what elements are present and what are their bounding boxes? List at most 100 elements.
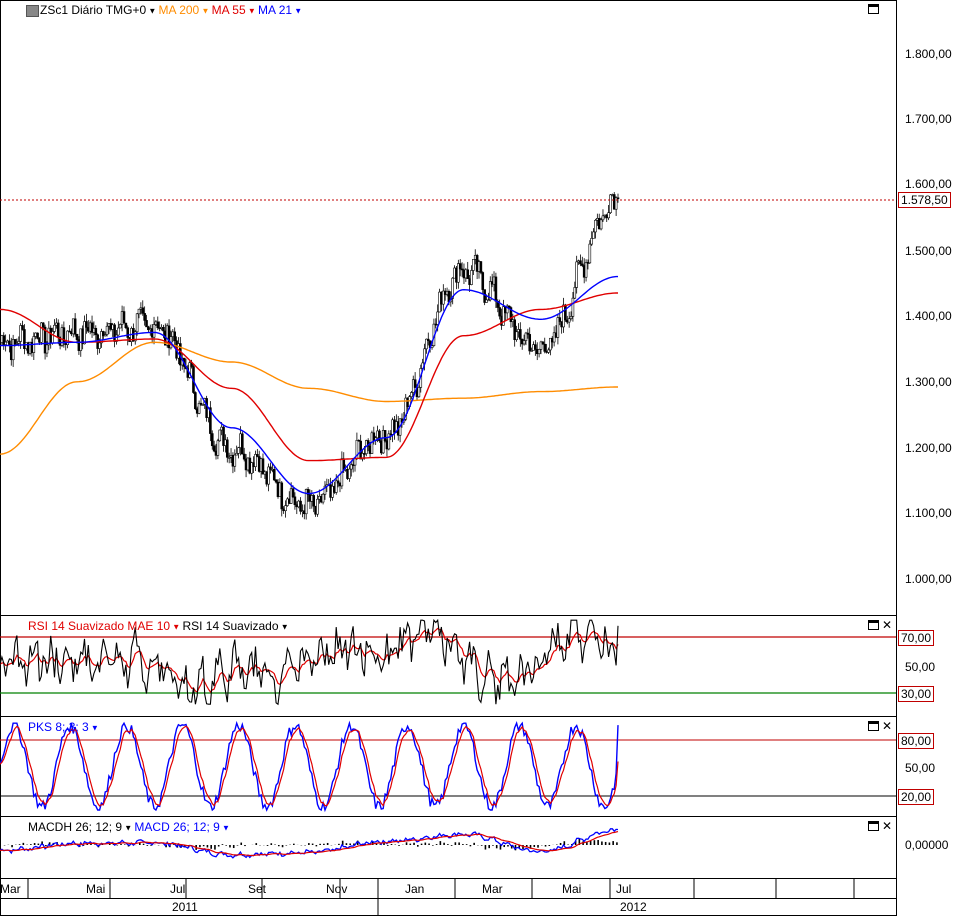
close-icon[interactable]: ✕: [882, 618, 893, 632]
macd-hist-bar: [315, 845, 318, 847]
macd-hist-bar: [529, 845, 532, 849]
macd-hist-bar: [285, 845, 288, 846]
rsi-mae-label[interactable]: RSI 14 Suavizado MAE 10: [28, 619, 171, 633]
macd-hist-bar: [375, 843, 378, 845]
candle-body: [250, 462, 254, 474]
macd-hist-bar: [67, 843, 70, 845]
macd-hist-bar: [244, 845, 246, 847]
dropdown-arrow-icon[interactable]: ▼: [292, 6, 303, 16]
dropdown-arrow-icon[interactable]: ▼: [278, 622, 289, 632]
candle-body: [162, 327, 165, 332]
candle-body: [15, 343, 19, 345]
candle-body: [267, 466, 270, 485]
pks-20-badge: 20,00: [898, 789, 935, 805]
maximize-icon[interactable]: [868, 721, 879, 731]
candle-body: [457, 263, 460, 283]
candle-body: [616, 197, 620, 200]
candle-body: [541, 341, 545, 345]
maximize-icon[interactable]: [868, 4, 879, 14]
macd-hist-bar: [30, 844, 32, 845]
candle-body: [312, 495, 315, 507]
macd-hist-bar: [214, 845, 216, 850]
candle-body: [410, 392, 413, 398]
macdh-label[interactable]: MACDH 26; 12; 9: [28, 820, 123, 834]
close-icon[interactable]: ✕: [882, 819, 893, 833]
candle-body: [17, 341, 21, 344]
x-month-label: Mai: [86, 882, 106, 896]
macd-hist-bar: [229, 845, 231, 848]
dropdown-arrow-icon[interactable]: ▼: [88, 723, 99, 733]
dropdown-arrow-icon[interactable]: ▼: [122, 823, 135, 833]
candle-body: [417, 387, 421, 398]
macd-hist-bar: [48, 842, 51, 845]
candle-body: [19, 325, 22, 342]
dropdown-arrow-icon[interactable]: ▼: [219, 823, 230, 833]
candle-body: [85, 321, 88, 328]
candle-body: [558, 317, 562, 322]
candle-body: [607, 212, 610, 219]
candle-body: [569, 316, 573, 319]
candle-body: [280, 482, 284, 510]
candle-body: [381, 430, 385, 454]
macd-hist-bar: [398, 845, 400, 846]
candle-body: [581, 263, 584, 266]
macd-hist-bar: [236, 845, 239, 846]
candle-body: [323, 485, 327, 495]
candle-body: [113, 324, 116, 342]
candle-body: [23, 329, 26, 349]
ma55-label[interactable]: MA 55: [211, 3, 246, 17]
candle-body: [256, 454, 259, 457]
macd-hist-bar: [18, 844, 21, 845]
dropdown-arrow-icon[interactable]: ▼: [146, 6, 159, 16]
x-month-label: Mar: [482, 882, 503, 896]
rsi-line: [0, 618, 619, 706]
candle-body: [599, 219, 603, 230]
macd-hist-bar: [578, 838, 581, 845]
macd-hist-bar: [266, 845, 269, 846]
dropdown-arrow-icon[interactable]: ▼: [170, 622, 183, 632]
maximize-icon[interactable]: [868, 821, 879, 831]
candle-body: [45, 344, 49, 354]
candle-body: [594, 219, 597, 233]
macd-hist-bar: [488, 845, 490, 849]
macd-hist-bar: [240, 842, 243, 845]
close-icon[interactable]: ✕: [882, 719, 893, 733]
candle-body: [201, 404, 205, 406]
macd-hist-bar: [123, 844, 126, 845]
candle-body: [13, 339, 17, 345]
candle-body: [115, 334, 118, 342]
macd-hist-bar: [503, 845, 506, 848]
candle-body: [515, 331, 518, 340]
macd-hist-bar: [518, 845, 521, 848]
symbol-label[interactable]: ZSc1 Diário TMG+0: [40, 3, 147, 17]
rsi-label[interactable]: RSI 14 Suavizado: [182, 619, 279, 633]
candle-body: [126, 327, 130, 338]
rsi-mae-line: [0, 627, 619, 693]
macd-hist-bar: [199, 845, 201, 848]
candle-body: [442, 290, 445, 305]
macd-hist-bar: [45, 845, 47, 847]
candle-body: [235, 453, 238, 456]
macd-hist-bar: [510, 845, 513, 849]
ma21-label[interactable]: MA 21: [258, 3, 293, 17]
maximize-icon[interactable]: [868, 620, 879, 630]
ma200-label[interactable]: MA 200: [158, 3, 200, 17]
macd-hist-bar: [616, 842, 618, 845]
macd-hist-bar: [311, 843, 314, 845]
candle-body: [143, 313, 146, 321]
candle-body: [56, 322, 60, 338]
candle-body: [118, 324, 122, 329]
candle-body: [40, 322, 43, 343]
candle-body: [135, 313, 139, 333]
macd-hist-bar: [345, 843, 348, 845]
macd-hist-bar: [417, 845, 419, 847]
candle-body: [348, 468, 351, 479]
macd-hist-bar: [458, 842, 460, 845]
pks-label[interactable]: PKS 8; 3; 3: [28, 720, 89, 734]
macd-label[interactable]: MACD 26; 12; 9: [134, 820, 220, 834]
dropdown-arrow-icon[interactable]: ▼: [245, 6, 259, 16]
candle-body: [94, 327, 98, 336]
macd-hist-bar: [454, 842, 457, 845]
dropdown-arrow-icon[interactable]: ▼: [199, 6, 212, 16]
macd-hist-bar: [432, 845, 434, 846]
